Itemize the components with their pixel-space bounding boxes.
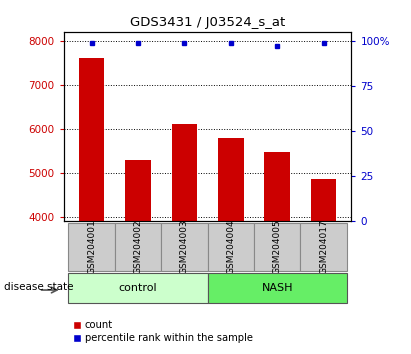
Bar	[208, 273, 347, 303]
Bar	[208, 223, 254, 271]
Text: GSM204002: GSM204002	[134, 219, 143, 274]
Text: control: control	[119, 282, 157, 293]
Legend: count, percentile rank within the sample: count, percentile rank within the sample	[69, 316, 257, 347]
Text: GSM204003: GSM204003	[180, 219, 189, 274]
Text: NASH: NASH	[261, 282, 293, 293]
Text: GSM204017: GSM204017	[319, 219, 328, 274]
Bar	[254, 223, 300, 271]
Bar	[218, 138, 244, 221]
Bar	[79, 58, 104, 221]
Bar	[68, 223, 115, 271]
Bar	[172, 124, 197, 221]
Text: GSM204004: GSM204004	[226, 219, 235, 274]
Bar	[125, 160, 151, 221]
Text: disease state: disease state	[4, 282, 74, 292]
Bar	[311, 178, 336, 221]
Bar	[161, 223, 208, 271]
Text: GSM204005: GSM204005	[272, 219, 282, 274]
Bar	[115, 223, 161, 271]
Bar	[300, 223, 347, 271]
Title: GDS3431 / J03524_s_at: GDS3431 / J03524_s_at	[130, 16, 285, 29]
Text: GSM204001: GSM204001	[87, 219, 96, 274]
Bar	[264, 152, 290, 221]
Bar	[68, 273, 208, 303]
